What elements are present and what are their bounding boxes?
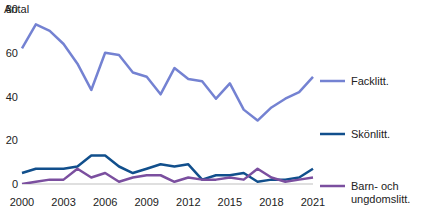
- legend-label-line: ungdomslitt.: [351, 193, 410, 205]
- y-tick: [19, 140, 22, 141]
- x-tick-label: 2015: [218, 196, 242, 208]
- x-tick-label: 2009: [134, 196, 158, 208]
- chart: Antal 0 20 40 60 80 2000 2003 2006 2009 2012 2015 20…: [0, 0, 431, 214]
- y-tick: [19, 9, 22, 10]
- y-tick: [19, 184, 22, 185]
- x-tick-label: 2021: [301, 196, 325, 208]
- plot-area: [22, 24, 313, 184]
- y-tick-label: 40: [6, 91, 18, 103]
- x-tick-label: 2003: [51, 196, 75, 208]
- y-tick-label: 0: [12, 178, 18, 190]
- x-tick-label: 2012: [176, 196, 200, 208]
- legend-label: Barn- ochungdomslitt.: [351, 180, 410, 205]
- y-tick: [19, 96, 22, 97]
- y-tick-label: 60: [6, 47, 18, 59]
- x-axis: [22, 184, 313, 185]
- series-line: [22, 169, 313, 184]
- legend-swatch: [320, 133, 345, 136]
- legend-label-line: Barn- och: [351, 180, 399, 192]
- x-tick-label: 2000: [10, 196, 34, 208]
- legend-swatch: [320, 185, 345, 188]
- legend-label-line: Facklitt.: [351, 75, 389, 87]
- x-tick-label: 2006: [93, 196, 117, 208]
- y-axis-label: Antal: [4, 3, 29, 15]
- series-line: [22, 24, 313, 120]
- y-tick-label: 20: [6, 134, 18, 146]
- legend-label: Skönlitt.: [351, 128, 390, 140]
- legend-label-line: Skönlitt.: [351, 128, 390, 140]
- legend-label: Facklitt.: [351, 75, 389, 87]
- x-tick-label: 2018: [259, 196, 283, 208]
- legend-swatch: [320, 80, 345, 83]
- y-tick: [19, 52, 22, 53]
- y-tick-label: 80: [6, 3, 18, 15]
